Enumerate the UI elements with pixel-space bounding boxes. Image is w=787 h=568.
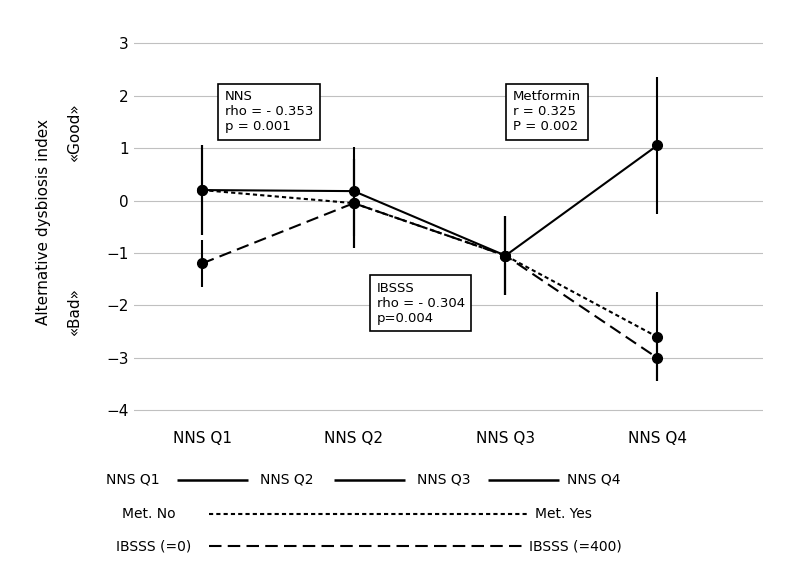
Text: IBSSS
rho = - 0.304
p=0.004: IBSSS rho = - 0.304 p=0.004 — [376, 282, 464, 325]
Text: NNS Q1: NNS Q1 — [106, 473, 160, 487]
Text: «Good»: «Good» — [66, 102, 82, 161]
Text: NNS Q2: NNS Q2 — [260, 473, 313, 487]
Y-axis label: Alternative dysbiosis index: Alternative dysbiosis index — [36, 119, 51, 324]
Text: NNS Q3: NNS Q3 — [417, 473, 471, 487]
Text: Met. Yes: Met. Yes — [535, 507, 592, 521]
Text: Metformin
r = 0.325
P = 0.002: Metformin r = 0.325 P = 0.002 — [513, 90, 581, 133]
Text: IBSSS (=0): IBSSS (=0) — [116, 540, 192, 553]
Text: Met. No: Met. No — [122, 507, 176, 521]
Text: IBSSS (=400): IBSSS (=400) — [529, 540, 622, 553]
Text: «Bad»: «Bad» — [66, 287, 82, 336]
Text: NNS
rho = - 0.353
p = 0.001: NNS rho = - 0.353 p = 0.001 — [225, 90, 313, 133]
Text: NNS Q4: NNS Q4 — [567, 473, 620, 487]
